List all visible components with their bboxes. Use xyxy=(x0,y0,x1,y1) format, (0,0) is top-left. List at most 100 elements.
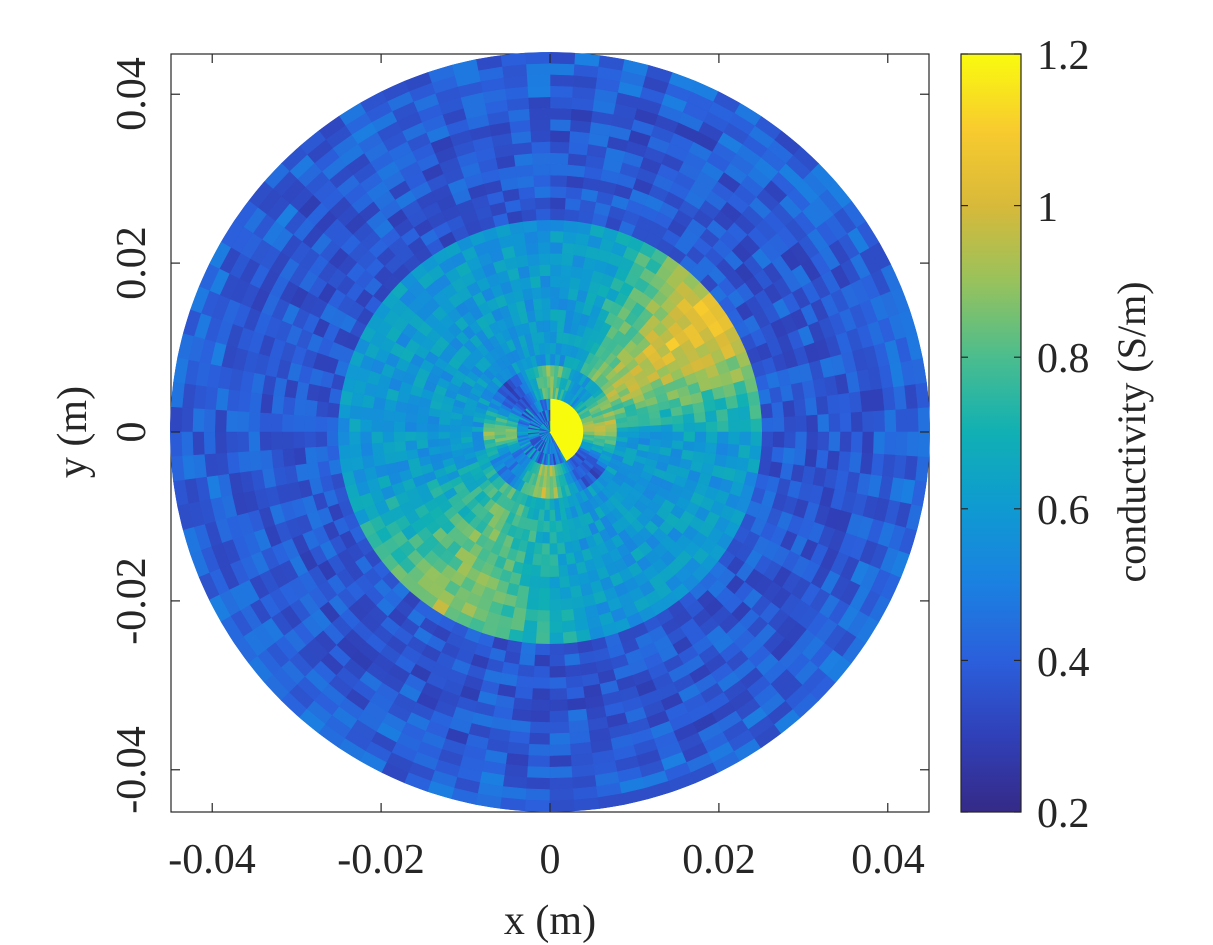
heatmap-cell xyxy=(359,431,372,445)
heatmap-cell xyxy=(549,152,569,165)
heatmap-cell xyxy=(549,141,570,154)
heatmap-cell xyxy=(281,414,294,433)
heatmap-cell xyxy=(828,431,841,452)
heatmap-cell xyxy=(259,431,272,452)
heatmap-cell xyxy=(715,408,729,422)
heatmap-cell xyxy=(549,208,565,221)
heatmap-cell xyxy=(537,252,551,266)
heatmap-cell xyxy=(549,732,571,746)
heatmap-cell xyxy=(804,396,818,416)
heatmap-cell xyxy=(529,575,541,589)
heatmap-cell xyxy=(549,375,554,388)
heatmap-cell xyxy=(527,96,551,109)
heatmap-cell xyxy=(517,186,535,200)
heatmap-cell xyxy=(549,710,570,723)
heatmap-cell xyxy=(793,447,807,466)
heatmap-cell xyxy=(573,797,600,812)
heatmap-cell xyxy=(738,405,752,420)
heatmap-cell xyxy=(293,398,307,417)
heatmap-cell xyxy=(525,62,551,76)
heatmap-cell xyxy=(382,409,396,423)
heatmap-cell xyxy=(247,431,261,453)
heatmap-cell xyxy=(568,719,590,734)
heatmap-cell xyxy=(761,431,774,447)
heatmap-cell xyxy=(565,675,584,689)
heatmap-cell xyxy=(530,141,551,154)
heatmap-cell xyxy=(716,431,730,445)
heatmap-cell xyxy=(382,431,395,444)
heatmap-cell xyxy=(348,418,361,433)
heatmap-cell xyxy=(535,643,551,656)
heatmap-cell xyxy=(516,429,528,433)
heatmap-cell xyxy=(804,448,818,468)
heatmap-cell xyxy=(415,431,428,442)
heatmap-cell xyxy=(247,411,261,433)
heatmap-cell xyxy=(519,574,532,588)
heatmap-cell xyxy=(873,409,886,433)
heatmap-cell xyxy=(549,688,568,701)
heatmap-cell xyxy=(282,396,296,416)
heatmap-cell xyxy=(547,454,551,466)
heatmap-cell xyxy=(524,242,539,256)
heatmap-cell xyxy=(704,409,718,423)
heatmap-cell xyxy=(861,410,875,433)
heatmap-cell xyxy=(500,797,527,812)
x-tick-label: -0.04 xyxy=(168,837,256,883)
heatmap-cell xyxy=(549,52,576,65)
heatmap-cell xyxy=(404,431,417,442)
heatmap-cell xyxy=(726,406,740,421)
x-tick-label: 0.02 xyxy=(682,837,756,883)
heatmap-cell xyxy=(370,419,384,433)
heatmap-cell xyxy=(650,431,663,440)
heatmap-cell xyxy=(558,564,570,578)
heatmap-cell xyxy=(404,412,418,424)
heatmap-cell xyxy=(303,431,317,449)
y-tick-labels: -0.04 -0.02 0 0.02 0.04 xyxy=(109,57,155,814)
heatmap-cell xyxy=(535,219,551,232)
y-tick-label: 0.04 xyxy=(109,57,155,131)
heatmap-cell xyxy=(449,425,462,433)
heatmap-cell xyxy=(393,411,407,423)
heatmap-cell xyxy=(638,437,651,446)
heatmap-cell xyxy=(524,52,551,65)
heatmap-cell xyxy=(437,431,450,440)
heatmap-cell xyxy=(565,175,584,189)
heatmap-cell xyxy=(549,185,567,199)
heatmap-cell xyxy=(543,331,551,344)
heatmap-cell xyxy=(530,286,542,300)
heatmap-cell xyxy=(562,620,577,634)
heatmap-cell xyxy=(170,455,185,482)
heatmap-cell xyxy=(393,421,406,433)
heatmap-cell xyxy=(541,308,551,321)
heatmap-cell xyxy=(761,417,774,433)
colorbar-tick-label: 0.4 xyxy=(1037,640,1090,686)
heatmap-cell xyxy=(393,441,407,453)
y-axis-label: y (m) xyxy=(50,386,96,478)
heatmap-cell xyxy=(539,275,551,288)
heatmap-cell xyxy=(516,175,535,189)
heatmap-cell xyxy=(536,230,551,243)
heatmap-cell xyxy=(549,129,571,143)
heatmap-cell xyxy=(337,417,350,433)
heatmap-cell xyxy=(627,436,640,445)
heatmap-cell xyxy=(531,152,551,165)
heatmap-cell xyxy=(537,241,551,254)
heatmap-cell xyxy=(917,406,930,433)
heatmap-cell xyxy=(554,342,563,355)
heatmap-cell xyxy=(270,413,283,433)
heatmap-cell xyxy=(426,431,439,441)
heatmap-cell xyxy=(359,419,372,433)
heatmap-cell xyxy=(549,85,573,98)
heatmap-cell xyxy=(549,643,565,656)
heatmap-cell xyxy=(549,777,574,790)
heatmap-cell xyxy=(565,664,583,678)
heatmap-cell xyxy=(543,509,551,522)
heatmap-cell xyxy=(549,353,556,366)
heatmap-cell xyxy=(693,441,707,453)
heatmap-cell xyxy=(549,219,565,232)
heatmap-cell xyxy=(259,412,272,433)
heatmap-cell xyxy=(534,654,551,668)
heatmap-cell xyxy=(337,431,350,447)
heatmap-cell xyxy=(837,450,852,472)
heatmap-cell xyxy=(556,308,567,322)
